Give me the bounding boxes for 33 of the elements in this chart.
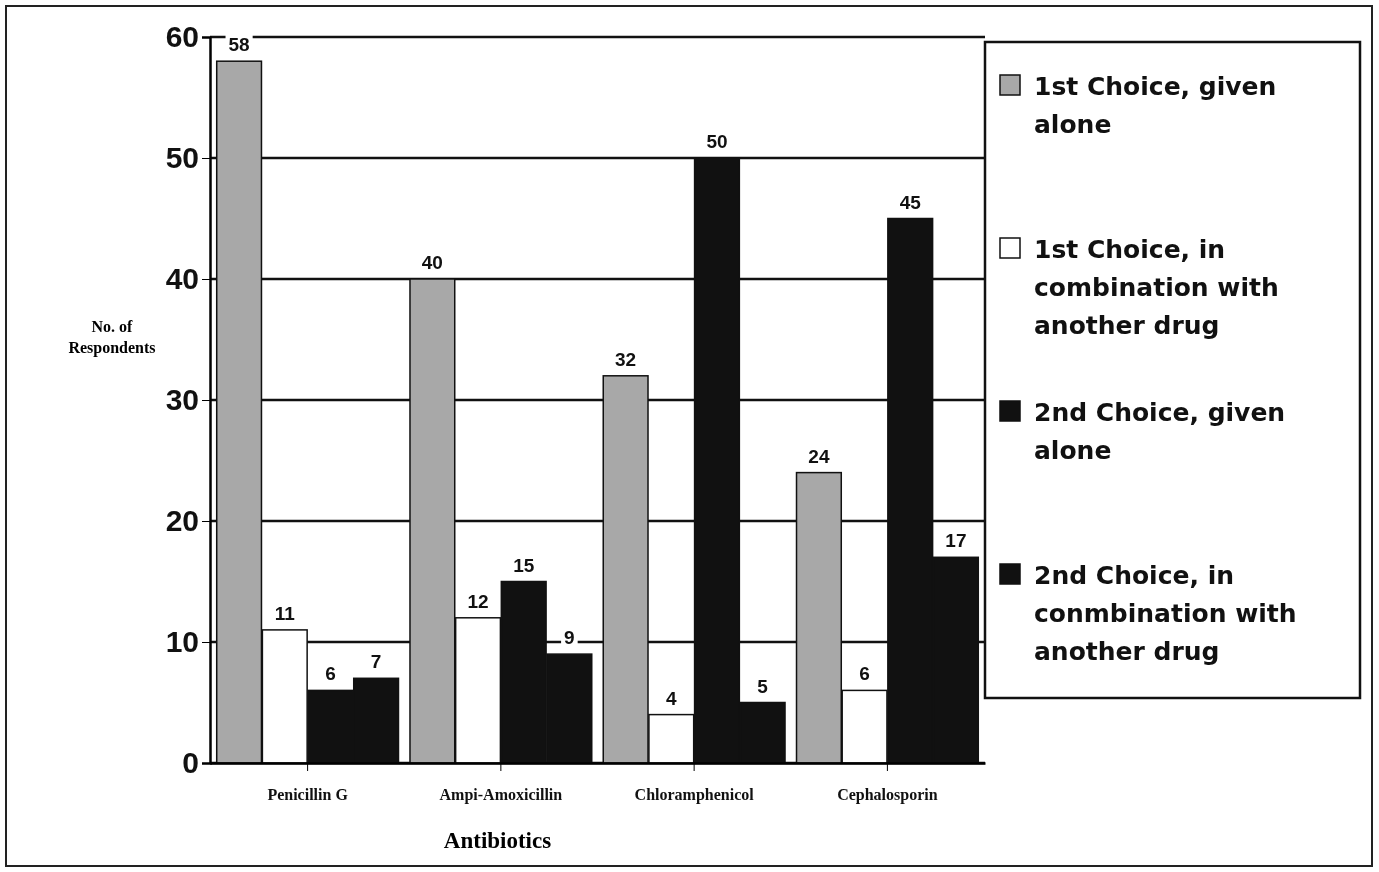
y-axis-title: No. of Respondents [68, 318, 156, 357]
y-tick-label: 30 [165, 383, 199, 417]
x-axis-title: Antibiotics [443, 828, 552, 853]
y-tick-label: 50 [165, 141, 199, 175]
x-tick-label: Penicillin G [267, 785, 349, 803]
data-label: 4 [666, 687, 678, 709]
x-tick-label: Ampi-Amoxicillin [439, 785, 563, 804]
data-label: 24 [808, 445, 830, 467]
legend-label: 1st Choice, given alone [1034, 72, 1277, 139]
y-tick-label: 10 [165, 625, 199, 659]
data-label: 7 [370, 651, 382, 673]
x-tick-label: Chloramphenicol [634, 785, 755, 804]
y-tick-label: 40 [165, 262, 199, 296]
x-tick-label: Cephalosporin [837, 785, 938, 804]
data-label: 58 [228, 34, 250, 56]
y-tick-label: 60 [165, 20, 199, 54]
data-label: 11 [274, 602, 296, 624]
legend-label: 1st Choice, in combination with another drug [1034, 235, 1279, 340]
data-label: 12 [467, 590, 489, 612]
legend-label: 2nd Choice, in conmbination with another drug [1034, 561, 1297, 666]
data-label: 50 [706, 131, 728, 152]
data-label: 6 [859, 663, 870, 685]
y-tick-label: 20 [165, 504, 199, 538]
data-label: 32 [615, 348, 637, 370]
data-label: 15 [513, 554, 535, 576]
data-label: 45 [899, 191, 922, 213]
data-label: 17 [945, 530, 967, 552]
y-tick-label: 0 [182, 746, 199, 780]
data-label: 9 [564, 627, 575, 649]
legend-label: 2nd Choice, given alone [1034, 398, 1286, 465]
data-label: 6 [325, 663, 336, 685]
data-label: 40 [421, 252, 443, 273]
data-label: 5 [757, 675, 769, 697]
